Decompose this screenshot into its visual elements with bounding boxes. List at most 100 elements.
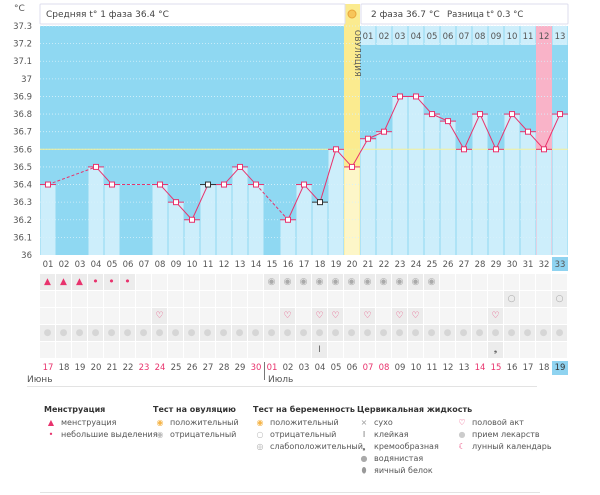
day-cell[interactable]: [104, 291, 119, 307]
day-cell[interactable]: [120, 342, 135, 358]
day-cell[interactable]: [488, 274, 503, 290]
day-cell[interactable]: ◉: [408, 274, 423, 290]
day-cell[interactable]: [536, 308, 551, 324]
day-cell[interactable]: ●: [152, 325, 167, 341]
day-cell[interactable]: [232, 342, 247, 358]
day-cell[interactable]: [168, 308, 183, 324]
day-cell[interactable]: ●: [536, 325, 551, 341]
date-label[interactable]: 27: [202, 363, 214, 373]
day-cell[interactable]: ●: [216, 325, 231, 341]
day-cell[interactable]: ●: [504, 325, 519, 341]
day-cell[interactable]: ●: [184, 325, 199, 341]
day-cell[interactable]: [184, 342, 199, 358]
day-cell[interactable]: [472, 274, 487, 290]
day-cell[interactable]: [120, 308, 135, 324]
day-cell[interactable]: [248, 308, 263, 324]
date-label[interactable]: 18: [538, 363, 550, 373]
date-label[interactable]: 29: [234, 363, 246, 373]
day-cell[interactable]: ◉: [344, 274, 359, 290]
day-cell[interactable]: [152, 291, 167, 307]
day-cell[interactable]: [344, 308, 359, 324]
date-label[interactable]: 07: [362, 363, 374, 373]
day-cell[interactable]: [232, 274, 247, 290]
day-cell[interactable]: [552, 274, 567, 290]
day-cell[interactable]: [216, 274, 231, 290]
day-cell[interactable]: [520, 274, 535, 290]
day-cell[interactable]: ▲: [40, 274, 55, 290]
date-label[interactable]: 17: [42, 363, 54, 373]
date-label[interactable]: 21: [106, 363, 118, 373]
day-cell[interactable]: •: [88, 274, 103, 290]
day-cell[interactable]: ♡: [312, 308, 327, 324]
date-label[interactable]: 23: [138, 363, 150, 373]
day-cell[interactable]: [184, 274, 199, 290]
date-label[interactable]: 30: [250, 363, 262, 373]
day-cell[interactable]: [200, 291, 215, 307]
day-cell[interactable]: [312, 291, 327, 307]
day-cell[interactable]: ●: [360, 325, 375, 341]
day-cell[interactable]: [536, 274, 551, 290]
day-cell[interactable]: [104, 342, 119, 358]
day-cell[interactable]: [344, 342, 359, 358]
day-cell[interactable]: [360, 342, 375, 358]
day-cell[interactable]: [72, 291, 87, 307]
day-cell[interactable]: [248, 274, 263, 290]
day-cell[interactable]: [536, 342, 551, 358]
day-cell[interactable]: [280, 342, 295, 358]
day-cell[interactable]: [280, 291, 295, 307]
day-cell[interactable]: [40, 342, 55, 358]
date-label[interactable]: 25: [170, 363, 182, 373]
day-cell[interactable]: [136, 308, 151, 324]
day-cell[interactable]: ♡: [280, 308, 295, 324]
date-label[interactable]: 09: [394, 363, 406, 373]
day-cell[interactable]: [376, 308, 391, 324]
day-cell[interactable]: ●: [264, 325, 279, 341]
day-cell[interactable]: [72, 308, 87, 324]
date-label[interactable]: 04: [314, 363, 326, 373]
day-cell[interactable]: ●: [520, 325, 535, 341]
day-cell[interactable]: [136, 291, 151, 307]
day-cell[interactable]: [264, 308, 279, 324]
day-cell[interactable]: [296, 291, 311, 307]
date-label[interactable]: 13: [458, 363, 470, 373]
day-cell[interactable]: ▲: [72, 274, 87, 290]
date-label[interactable]: 19: [552, 361, 568, 375]
day-cell[interactable]: [200, 274, 215, 290]
day-cell[interactable]: ●: [392, 325, 407, 341]
day-cell[interactable]: ●: [280, 325, 295, 341]
date-label[interactable]: 16: [506, 363, 518, 373]
day-cell[interactable]: [248, 291, 263, 307]
day-cell[interactable]: ●: [104, 325, 119, 341]
day-cell[interactable]: I: [312, 342, 327, 358]
day-cell[interactable]: ●: [472, 325, 487, 341]
day-cell[interactable]: [56, 342, 71, 358]
date-label[interactable]: 03: [298, 363, 310, 373]
day-cell[interactable]: [168, 342, 183, 358]
day-cell[interactable]: ●: [296, 325, 311, 341]
day-cell[interactable]: ◉: [296, 274, 311, 290]
day-cell[interactable]: [200, 342, 215, 358]
day-cell[interactable]: ●: [120, 325, 135, 341]
date-label[interactable]: 19: [74, 363, 86, 373]
day-cell[interactable]: [504, 342, 519, 358]
day-cell[interactable]: [184, 308, 199, 324]
date-label[interactable]: 22: [122, 363, 134, 373]
day-cell[interactable]: [456, 291, 471, 307]
date-label[interactable]: 11: [426, 363, 438, 373]
day-cell[interactable]: [440, 291, 455, 307]
day-cell[interactable]: [40, 291, 55, 307]
day-cell[interactable]: [104, 308, 119, 324]
day-cell[interactable]: ●: [56, 325, 71, 341]
day-cell[interactable]: [56, 291, 71, 307]
day-cell[interactable]: [376, 291, 391, 307]
day-cell[interactable]: [168, 291, 183, 307]
day-cell[interactable]: [520, 308, 535, 324]
day-cell[interactable]: ◉: [392, 274, 407, 290]
day-cell[interactable]: [216, 342, 231, 358]
day-cell[interactable]: ●: [344, 325, 359, 341]
day-cell[interactable]: [392, 342, 407, 358]
day-cell[interactable]: [488, 291, 503, 307]
date-label[interactable]: 12: [442, 363, 454, 373]
day-cell[interactable]: ◉: [424, 274, 439, 290]
day-cell[interactable]: [376, 342, 391, 358]
